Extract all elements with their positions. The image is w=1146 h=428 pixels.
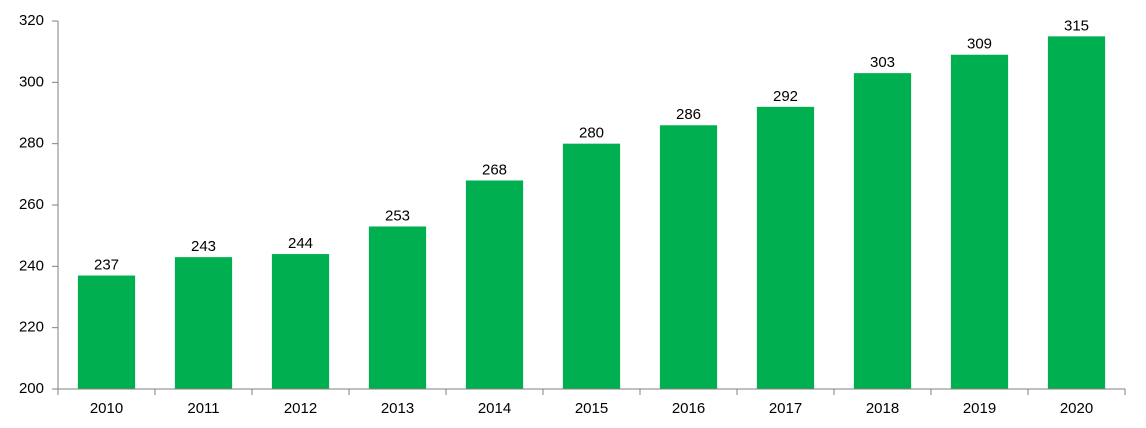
x-tick-label: 2020: [1060, 400, 1093, 417]
data-label: 253: [385, 207, 410, 224]
bar: [77, 275, 136, 389]
bar: [1047, 36, 1106, 389]
data-label: 286: [676, 106, 701, 123]
bar: [174, 257, 233, 389]
x-tick-label: 2012: [284, 400, 317, 417]
y-tick-label: 300: [19, 73, 44, 90]
bar: [853, 73, 912, 389]
x-tick-label: 2017: [769, 400, 802, 417]
bar: [950, 54, 1009, 389]
x-tick-label: 2016: [672, 400, 705, 417]
data-label: 243: [191, 238, 216, 255]
x-tick-label: 2013: [381, 400, 414, 417]
data-label: 280: [579, 125, 604, 142]
x-tick-label: 2011: [187, 400, 219, 417]
data-label: 244: [288, 235, 313, 252]
x-tick-label: 2015: [575, 400, 608, 417]
data-label: 292: [773, 88, 798, 105]
y-tick-label: 200: [19, 380, 44, 397]
data-label: 309: [967, 36, 992, 53]
data-label: 315: [1064, 17, 1089, 34]
bar: [271, 254, 330, 389]
y-tick-label: 320: [19, 12, 44, 29]
y-tick-label: 280: [19, 135, 44, 152]
y-tick-label: 220: [19, 319, 44, 336]
y-tick-label: 260: [19, 196, 44, 213]
bar: [465, 180, 524, 389]
x-tick-label: 2014: [478, 400, 511, 417]
y-tick-label: 240: [19, 257, 44, 274]
bar: [659, 125, 718, 390]
bar: [368, 226, 427, 389]
bar: [562, 143, 621, 389]
x-tick-label: 2010: [90, 400, 123, 417]
bar: [756, 106, 815, 389]
data-label: 268: [482, 161, 507, 178]
data-label: 303: [870, 54, 895, 71]
x-tick-label: 2018: [866, 400, 899, 417]
data-label: 237: [94, 257, 119, 274]
x-tick-label: 2019: [963, 400, 996, 417]
